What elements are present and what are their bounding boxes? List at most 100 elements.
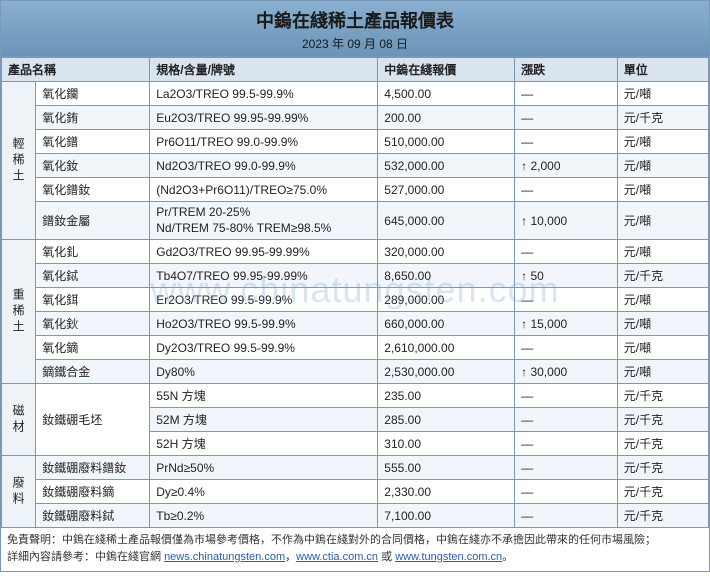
- product-change: —: [515, 384, 618, 408]
- footer: 免責聲明：中鎢在綫稀土產品報價僅為市場參考價格，不作為中鎢在綫對外的合同價格，中…: [1, 528, 709, 571]
- table-row: 鏑鐵合金Dy80%2,530,000.00↑ 30,000元/噸: [2, 360, 709, 384]
- product-change: —: [515, 106, 618, 130]
- product-name: 氧化鋱: [36, 264, 150, 288]
- product-spec: Pr/TREM 20-25%Nd/TREM 75-80% TREM≥98.5%: [150, 202, 378, 240]
- table-title: 中鎢在綫稀土產品報價表: [1, 7, 709, 33]
- table-row: 輕稀土氧化鑭La2O3/TREO 99.5-99.9%4,500.00—元/噸: [2, 82, 709, 106]
- product-price: 527,000.00: [378, 178, 515, 202]
- product-spec: Dy2O3/TREO 99.5-99.9%: [150, 336, 378, 360]
- product-name: 釹鐵硼毛坯: [36, 384, 150, 456]
- product-spec: Eu2O3/TREO 99.95-99.99%: [150, 106, 378, 130]
- product-change: —: [515, 178, 618, 202]
- header-row: 產品名稱 規格/含量/牌號 中鎢在綫報價 漲跌 單位: [2, 58, 709, 82]
- price-table-wrapper: 中鎢在綫稀土產品報價表 2023 年 09 月 08 日 產品名稱 規格/含量/…: [0, 0, 710, 572]
- detail-text1: 中鎢在綫官網: [95, 551, 164, 563]
- product-change: —: [515, 336, 618, 360]
- product-price: 200.00: [378, 106, 515, 130]
- detail-prefix: 詳細內容請參考：: [7, 551, 95, 563]
- category-cell: 重稀土: [2, 240, 36, 384]
- category-cell: 輕稀土: [2, 82, 36, 240]
- disclaimer-line2: 詳細內容請參考：中鎢在綫官網 news.chinatungsten.com，ww…: [7, 549, 703, 566]
- product-unit: 元/噸: [617, 82, 708, 106]
- table-row: 氧化鉺Er2O3/TREO 99.5-99.9%289,000.00—元/噸: [2, 288, 709, 312]
- table-row: 廢料釹鐵硼廢料鐠釹PrNd≥50%555.00—元/千克: [2, 456, 709, 480]
- product-price: 532,000.00: [378, 154, 515, 178]
- table-row: 釹鐵硼廢料鋱Tb≥0.2%7,100.00—元/千克: [2, 504, 709, 528]
- table-header: 中鎢在綫稀土產品報價表 2023 年 09 月 08 日: [1, 1, 709, 57]
- disclaimer-text: 中鎢在綫稀土產品報價僅為市場參考價格，不作為中鎢在綫對外的合同價格，中鎢在綫亦不…: [62, 534, 656, 546]
- product-price: 4,500.00: [378, 82, 515, 106]
- product-spec: Nd2O3/TREO 99.0-99.9%: [150, 154, 378, 178]
- product-price: 285.00: [378, 408, 515, 432]
- product-unit: 元/千克: [617, 264, 708, 288]
- product-unit: 元/千克: [617, 384, 708, 408]
- table-row: 鐠釹金屬Pr/TREM 20-25%Nd/TREM 75-80% TREM≥98…: [2, 202, 709, 240]
- disclaimer-line1: 免責聲明：中鎢在綫稀土產品報價僅為市場參考價格，不作為中鎢在綫對外的合同價格，中…: [7, 532, 703, 549]
- table-row: 氧化鏑Dy2O3/TREO 99.5-99.9%2,610,000.00—元/噸: [2, 336, 709, 360]
- product-spec: Dy≥0.4%: [150, 480, 378, 504]
- product-unit: 元/噸: [617, 312, 708, 336]
- table-row: 氧化鐠釹(Nd2O3+Pr6O11)/TREO≥75.0%527,000.00—…: [2, 178, 709, 202]
- product-unit: 元/千克: [617, 408, 708, 432]
- col-product: 產品名稱: [2, 58, 150, 82]
- product-change: —: [515, 240, 618, 264]
- table-row: 釹鐵硼廢料鏑Dy≥0.4%2,330.00—元/千克: [2, 480, 709, 504]
- product-spec: 52H 方塊: [150, 432, 378, 456]
- product-change: —: [515, 408, 618, 432]
- product-unit: 元/噸: [617, 360, 708, 384]
- link-tungsten[interactable]: www.tungsten.com.cn: [395, 551, 502, 563]
- table-row: 氧化鋱Tb4O7/TREO 99.95-99.99%8,650.00↑ 50元/…: [2, 264, 709, 288]
- product-spec: Tb≥0.2%: [150, 504, 378, 528]
- product-price: 660,000.00: [378, 312, 515, 336]
- col-spec: 規格/含量/牌號: [150, 58, 378, 82]
- product-name: 氧化釓: [36, 240, 150, 264]
- link-news[interactable]: news.chinatungsten.com: [164, 551, 285, 563]
- product-name: 氧化鏑: [36, 336, 150, 360]
- table-date: 2023 年 09 月 08 日: [1, 35, 709, 52]
- product-change: —: [515, 82, 618, 106]
- product-name: 氧化鐠釹: [36, 178, 150, 202]
- product-price: 235.00: [378, 384, 515, 408]
- product-change: ↑ 10,000: [515, 202, 618, 240]
- product-unit: 元/噸: [617, 154, 708, 178]
- product-spec: Dy80%: [150, 360, 378, 384]
- product-unit: 元/噸: [617, 202, 708, 240]
- product-price: 320,000.00: [378, 240, 515, 264]
- product-unit: 元/千克: [617, 106, 708, 130]
- product-price: 2,530,000.00: [378, 360, 515, 384]
- product-unit: 元/噸: [617, 336, 708, 360]
- table-row: 重稀土氧化釓Gd2O3/TREO 99.95-99.99%320,000.00—…: [2, 240, 709, 264]
- product-price: 2,610,000.00: [378, 336, 515, 360]
- category-cell: 磁材: [2, 384, 36, 456]
- product-spec: Er2O3/TREO 99.5-99.9%: [150, 288, 378, 312]
- product-name: 氧化鉺: [36, 288, 150, 312]
- table-row: 氧化鈥Ho2O3/TREO 99.5-99.9%660,000.00↑ 15,0…: [2, 312, 709, 336]
- product-name: 氧化鑭: [36, 82, 150, 106]
- table-row: 氧化鐠Pr6O11/TREO 99.0-99.9%510,000.00—元/噸: [2, 130, 709, 154]
- product-price: 8,650.00: [378, 264, 515, 288]
- disclaimer-prefix: 免責聲明：: [7, 534, 62, 546]
- product-name: 釹鐵硼廢料鋱: [36, 504, 150, 528]
- col-unit: 單位: [617, 58, 708, 82]
- product-change: —: [515, 288, 618, 312]
- category-cell: 廢料: [2, 456, 36, 528]
- product-name: 釹鐵硼廢料鐠釹: [36, 456, 150, 480]
- product-price: 2,330.00: [378, 480, 515, 504]
- link-ctia[interactable]: www.ctia.com.cn: [296, 551, 378, 563]
- product-change: ↑ 2,000: [515, 154, 618, 178]
- product-price: 510,000.00: [378, 130, 515, 154]
- product-name: 氧化釹: [36, 154, 150, 178]
- product-name: 氧化鈥: [36, 312, 150, 336]
- product-price: 645,000.00: [378, 202, 515, 240]
- product-change: —: [515, 130, 618, 154]
- product-change: —: [515, 456, 618, 480]
- col-change: 漲跌: [515, 58, 618, 82]
- product-change: —: [515, 504, 618, 528]
- product-spec: Pr6O11/TREO 99.0-99.9%: [150, 130, 378, 154]
- product-price: 289,000.00: [378, 288, 515, 312]
- product-unit: 元/千克: [617, 432, 708, 456]
- product-unit: 元/噸: [617, 240, 708, 264]
- product-price: 310.00: [378, 432, 515, 456]
- product-spec: La2O3/TREO 99.5-99.9%: [150, 82, 378, 106]
- product-spec: (Nd2O3+Pr6O11)/TREO≥75.0%: [150, 178, 378, 202]
